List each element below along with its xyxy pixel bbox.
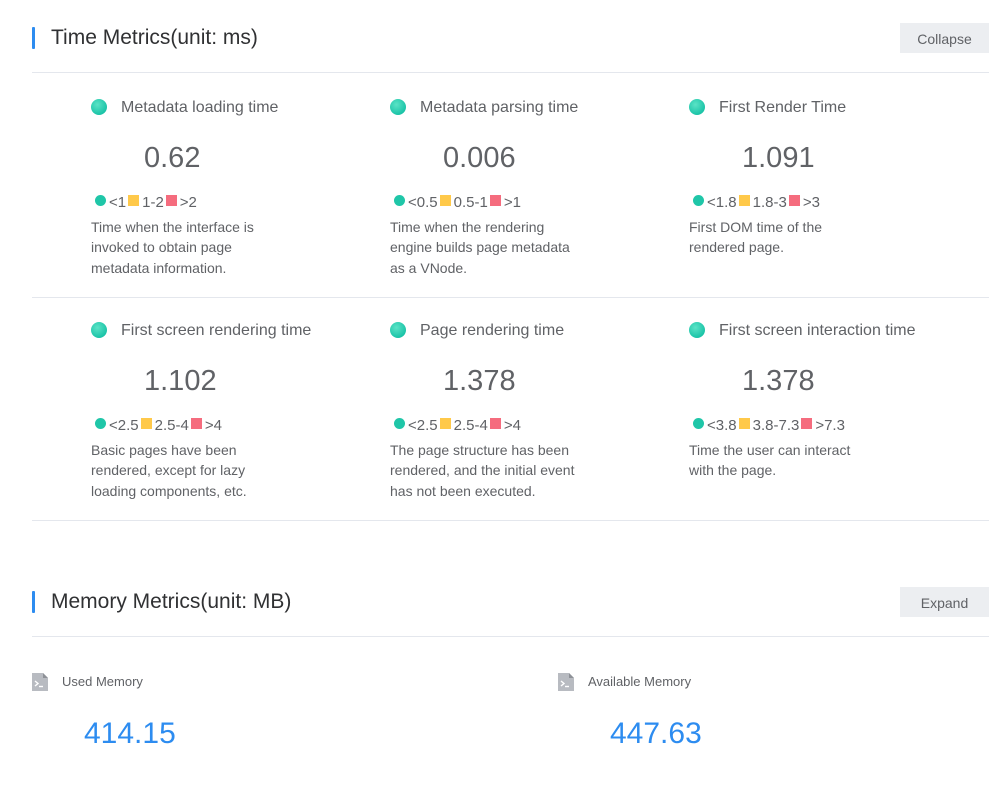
threshold-legend: <3.8 3.8-7.3 >7.3: [693, 417, 845, 434]
threshold-mid: 2.5-4: [154, 417, 189, 434]
status-dot-icon: [689, 322, 705, 338]
memory-label: Used Memory: [62, 674, 143, 689]
threshold-bad: >4: [503, 417, 521, 434]
metric-description: First DOM time of the rendered page.: [689, 219, 823, 256]
memory-metrics-header: Memory Metrics(unit: MB) Expand: [32, 587, 989, 637]
metric-value: 1.378: [443, 365, 516, 397]
mid-square-icon: [128, 194, 140, 206]
mid-square-icon: [738, 417, 750, 429]
metric-card-first-screen-rendering: First screen rendering time 1.102 <2.5 2…: [32, 297, 331, 520]
good-dot-icon: [394, 194, 405, 206]
section-accent-bar: [32, 27, 35, 49]
time-metrics-title: Time Metrics(unit: ms): [51, 26, 258, 49]
available-memory-item: Available Memory 447.63: [558, 672, 958, 762]
metric-description: Basic pages have been rendered, except f…: [91, 442, 247, 499]
metric-value: 1.378: [742, 365, 815, 397]
mid-square-icon: [439, 194, 451, 206]
metric-row-2: First screen rendering time 1.102 <2.5 2…: [32, 297, 989, 521]
metric-value: 1.102: [144, 365, 217, 397]
threshold-good: <2.5: [408, 417, 438, 434]
metric-value: 0.62: [144, 142, 201, 174]
status-dot-icon: [390, 322, 406, 338]
memory-value: 447.63: [610, 717, 702, 750]
mid-square-icon: [140, 417, 152, 429]
terminal-file-icon: [558, 673, 574, 691]
bad-square-icon: [788, 194, 800, 206]
threshold-mid: 0.5-1: [453, 194, 488, 211]
metric-name: First screen rendering time: [121, 322, 312, 339]
metric-name: First screen interaction time: [719, 322, 916, 339]
threshold-bad: >1: [503, 194, 521, 211]
metric-card-page-rendering: Page rendering time 1.378 <2.5 2.5-4 >4 …: [331, 297, 630, 520]
bad-square-icon: [190, 417, 202, 429]
status-dot-icon: [91, 99, 107, 115]
status-dot-icon: [390, 99, 406, 115]
threshold-bad: >2: [179, 194, 197, 211]
metric-card-metadata-parsing: Metadata parsing time 0.006 <0.5 0.5-1 >…: [331, 74, 630, 297]
metric-value: 0.006: [443, 142, 516, 174]
threshold-good: <1: [109, 194, 127, 211]
metric-name: Metadata loading time: [121, 99, 279, 116]
metric-name: Metadata parsing time: [420, 99, 579, 116]
mid-square-icon: [738, 194, 750, 206]
threshold-good: <0.5: [408, 194, 438, 211]
good-dot-icon: [394, 417, 405, 429]
metric-name: Page rendering time: [420, 322, 565, 339]
metric-card-first-render: First Render Time 1.091 <1.8 1.8-3 >3 Fi…: [630, 74, 929, 297]
threshold-bad: >3: [802, 194, 820, 211]
threshold-bad: >7.3: [815, 417, 845, 434]
bad-square-icon: [489, 417, 501, 429]
threshold-legend: <1.8 1.8-3 >3: [693, 194, 820, 211]
threshold-good: <3.8: [707, 417, 737, 434]
collapse-button[interactable]: Collapse: [900, 23, 989, 53]
threshold-legend: <2.5 2.5-4 >4: [95, 417, 222, 434]
threshold-mid: 1-2: [142, 194, 164, 211]
mid-square-icon: [439, 417, 451, 429]
metric-value: 1.091: [742, 142, 815, 174]
bad-square-icon: [801, 417, 813, 429]
threshold-legend: <1 1-2 >2: [95, 194, 197, 211]
threshold-good: <2.5: [109, 417, 139, 434]
threshold-mid: 2.5-4: [453, 417, 488, 434]
metric-description: Time when the rendering engine builds pa…: [390, 219, 570, 276]
metric-description: The page structure has been rendered, an…: [390, 442, 575, 499]
metric-card-first-screen-interaction: First screen interaction time 1.378 <3.8…: [630, 297, 929, 520]
terminal-file-icon: [32, 673, 48, 691]
threshold-good: <1.8: [707, 194, 737, 211]
good-dot-icon: [95, 417, 106, 429]
good-dot-icon: [693, 417, 704, 429]
threshold-legend: <0.5 0.5-1 >1: [394, 194, 521, 211]
bad-square-icon: [489, 194, 501, 206]
memory-metrics-title: Memory Metrics(unit: MB): [51, 590, 292, 613]
metric-card-metadata-loading: Metadata loading time 0.62 <1 1-2 >2 Tim…: [32, 74, 331, 297]
good-dot-icon: [693, 194, 704, 206]
memory-label: Available Memory: [588, 674, 692, 689]
expand-button[interactable]: Expand: [900, 587, 989, 617]
section-accent-bar: [32, 591, 35, 613]
threshold-mid: 3.8-7.3: [752, 417, 800, 434]
time-metrics-header: Time Metrics(unit: ms) Collapse: [32, 23, 989, 73]
used-memory-item: Used Memory 414.15: [32, 672, 432, 762]
metric-row-1: Metadata loading time 0.62 <1 1-2 >2 Tim…: [32, 74, 989, 298]
status-dot-icon: [91, 322, 107, 338]
status-dot-icon: [689, 99, 705, 115]
memory-value: 414.15: [84, 717, 176, 750]
metric-description: Time when the interface is invoked to ob…: [91, 219, 254, 276]
threshold-bad: >4: [204, 417, 222, 434]
threshold-mid: 1.8-3: [752, 194, 787, 211]
good-dot-icon: [95, 194, 106, 206]
metric-description: Time the user can interact with the page…: [689, 442, 851, 479]
threshold-legend: <2.5 2.5-4 >4: [394, 417, 521, 434]
metric-name: First Render Time: [719, 99, 847, 116]
bad-square-icon: [165, 194, 177, 206]
